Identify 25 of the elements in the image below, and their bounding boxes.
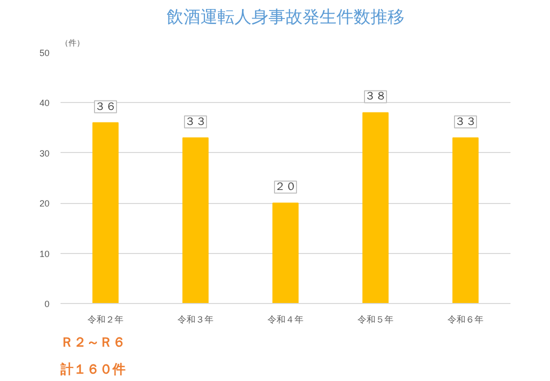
x-tick-label: 令和５年 [358,314,394,324]
data-label: ３６ [94,100,116,113]
y-tick-label: 30 [39,148,50,158]
y-tick-label: 10 [39,248,50,259]
y-axis-title: （件） [60,38,84,48]
bar [272,202,299,304]
x-tick-label: 令和３年 [178,314,214,324]
data-label: ３３ [454,116,476,128]
text: 計１６０件 [60,362,126,376]
y-tick-label: 40 [39,98,50,108]
data-label: ２０ [274,181,296,194]
x-tick-label: 令和４年 [268,314,304,324]
chart-title: 飲酒運転人身事故発生件数推移 [166,8,404,26]
bar [362,112,389,304]
bar [452,137,479,304]
x-tick-label: 令和２年 [88,314,124,324]
data-label: ３３ [184,116,206,128]
bar [182,137,209,304]
x-tick-label: 令和６年 [448,314,484,324]
bar [92,122,119,304]
y-tick-label: 20 [39,198,50,209]
text: Ｒ２～Ｒ６ [60,334,126,350]
y-tick-label: 0 [44,299,50,309]
data-label: ３８ [364,90,386,103]
y-tick-label: 50 [39,48,50,58]
